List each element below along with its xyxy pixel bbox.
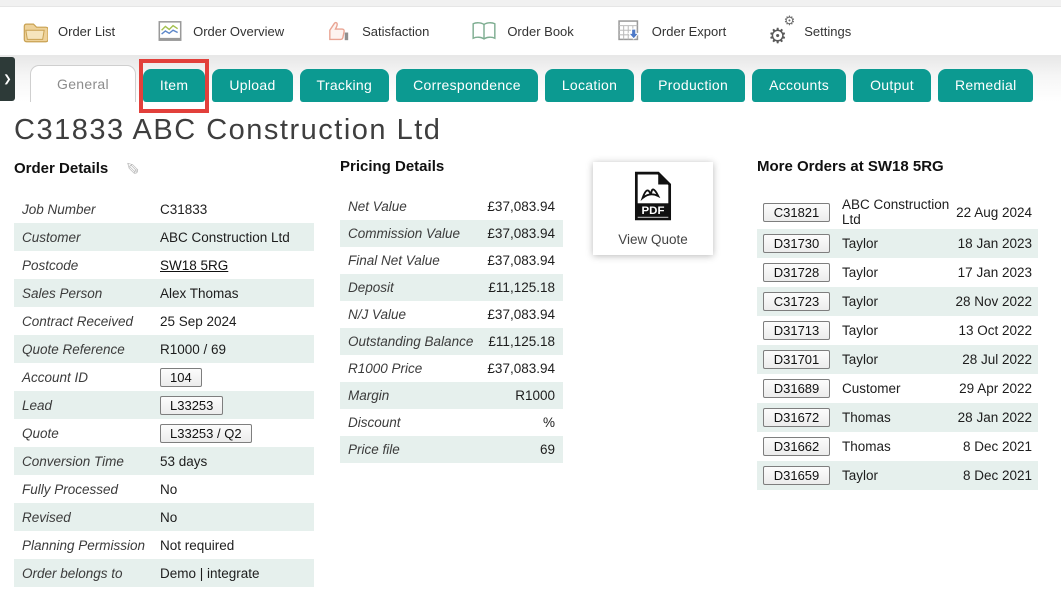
thumbs-up-icon [326,18,352,44]
table-row: Margin R1000 [340,382,563,409]
main-toolbar: Order List Order Overview [0,7,1061,55]
toolbar-item-order-list[interactable]: Order List [22,18,115,44]
table-row: Postcode SW18 5RG [22,257,229,273]
order-id-button[interactable]: D31728 [763,263,830,282]
postcode-link[interactable]: SW18 5RG [160,257,229,273]
table-row: R1000 Price £37,083.94 [348,361,555,376]
table-row: Fully Processed No [22,481,178,497]
top-strip [0,0,1061,7]
table-row: Quote Reference R1000 / 69 [14,335,314,363]
tab-general[interactable]: General [30,65,136,103]
order-details-section: Order Details ✎ Job Number C31833 Customer… [14,158,314,587]
table-row: Sales Person Alex Thomas [14,279,314,307]
table-row: Final Net Value £37,083.94 [348,253,555,268]
order-id-button[interactable]: D31659 [763,466,830,485]
order-id-button[interactable]: D31730 [763,234,830,253]
more-orders-table: C31821 ABC Construction Ltd 22 Aug 2024 D3… [757,195,1038,490]
tab-production[interactable]: Production [641,69,746,102]
toolbar-label: Order Book [507,23,574,39]
tab-correspondence[interactable]: Correspondence [396,69,538,102]
order-id-button[interactable]: D31713 [763,321,830,340]
table-row: Discount% [348,415,555,430]
more-orders-section: More Orders at SW18 5RG C31821 ABC Constr… [757,158,1038,490]
table-row: Lead L33253 [14,391,314,419]
toolbar-label: Order List [58,23,116,39]
toolbar-label: Order Overview [193,23,285,39]
view-quote-label: View Quote [618,231,688,247]
chart-icon [157,18,183,44]
order-id-button[interactable]: C31821 [763,202,830,222]
toolbar-item-satisfaction[interactable]: Satisfaction [326,18,429,44]
pdf-icon: PDF [632,171,674,226]
order-details-heading: Order Details [14,160,109,177]
tab-item-wrap: Item [138,59,210,113]
pricing-details-heading: Pricing Details [340,158,445,175]
toolbar-label: Settings [804,23,852,39]
toolbar-item-order-export[interactable]: Order Export [616,18,726,44]
table-row: N/J Value £37,083.94 [348,307,555,322]
order-details-table: Job Number C31833 Customer ABC Constructio… [14,195,314,587]
table-row: Commission Value £37,083.94 [340,220,563,247]
table-row: Customer ABC Construction Ltd [14,223,314,251]
gears-icon: ⚙ ⚙ [768,13,796,48]
table-row: Deposit £11,125.18 [340,274,563,301]
book-icon [471,18,497,44]
table-row: D31701 Taylor 28 Jul 2022 [757,345,1038,374]
table-export-icon [616,18,642,44]
svg-text:PDF: PDF [642,205,665,217]
quote-button[interactable]: L33253 / Q2 [160,423,252,443]
table-row: C31821 ABC Construction Ltd 22 Aug 2024 [757,195,1038,229]
order-id-button[interactable]: D31689 [763,379,830,398]
content-area: C31833 ABC Construction Ltd Order Detail… [0,102,1061,598]
table-row: D31659 Taylor 8 Dec 2021 [757,461,1038,490]
toolbar-item-settings[interactable]: ⚙ ⚙ Settings [768,13,852,48]
toolbar-item-order-overview[interactable]: Order Overview [157,18,284,44]
table-row: D31713 Taylor 13 Oct 2022 [757,316,1038,345]
table-row: Quote L33253 / Q2 [14,419,314,447]
account-id-button[interactable]: 104 [160,367,202,387]
tab-remedial[interactable]: Remedial [937,69,1034,102]
table-row: D31662 Thomas 8 Dec 2021 [757,432,1038,461]
tab-bar: ❯ General Item Upload Tracking Correspon… [0,55,1061,113]
table-row: Planning Permission Not required [22,537,235,553]
order-id-button[interactable]: D31662 [763,437,830,456]
table-row: Contract Received 25 Sep 2024 [22,313,237,329]
order-id-button[interactable]: D31672 [763,408,830,427]
table-row: Price file 69 [340,436,563,463]
table-row: D31728 Taylor 17 Jan 2023 [757,258,1038,287]
more-orders-heading: More Orders at SW18 5RG [757,158,944,175]
order-id-button[interactable]: D31701 [763,350,830,369]
table-row: C31723 Taylor 28 Nov 2022 [757,287,1038,316]
table-row: Job Number C31833 [22,201,208,217]
page-title: C31833 ABC Construction Ltd [14,114,442,146]
table-row: Conversion Time 53 days [14,447,314,475]
pricing-details-section: Pricing Details Net Value £37,083.94 Comm… [340,158,563,463]
edit-pencil-icon[interactable]: ✎ [122,160,142,176]
table-row: Order belongs to Demo | integrate [14,559,314,587]
tab-location[interactable]: Location [544,69,635,102]
tab-output[interactable]: Output [853,69,931,102]
tab-accounts[interactable]: Accounts [752,69,847,102]
tab-upload[interactable]: Upload [212,69,293,102]
table-row: D31672 Thomas 28 Jan 2022 [757,403,1038,432]
table-row: Revised No [14,503,314,531]
sidebar-toggle-chevron-icon[interactable]: ❯ [0,57,15,101]
lead-button[interactable]: L33253 [160,395,224,415]
table-row: D31689 Customer 29 Apr 2022 [757,374,1038,403]
pricing-details-table: Net Value £37,083.94 Commission Value £37,… [340,193,563,463]
tab-tracking[interactable]: Tracking [299,69,390,102]
order-id-button[interactable]: C31723 [763,292,830,311]
table-row: Account ID 104 [14,363,314,391]
table-row: Net Value £37,083.94 [348,199,555,214]
folder-icon [22,18,48,44]
tab-item[interactable]: Item [142,69,206,102]
table-row: Outstanding Balance £11,125.18 [340,328,563,355]
view-quote-card[interactable]: PDF View Quote [593,162,713,255]
toolbar-label: Order Export [651,23,727,39]
table-row: D31730 Taylor 18 Jan 2023 [757,229,1038,258]
toolbar-item-order-book[interactable]: Order Book [471,18,574,44]
toolbar-label: Satisfaction [362,23,430,39]
